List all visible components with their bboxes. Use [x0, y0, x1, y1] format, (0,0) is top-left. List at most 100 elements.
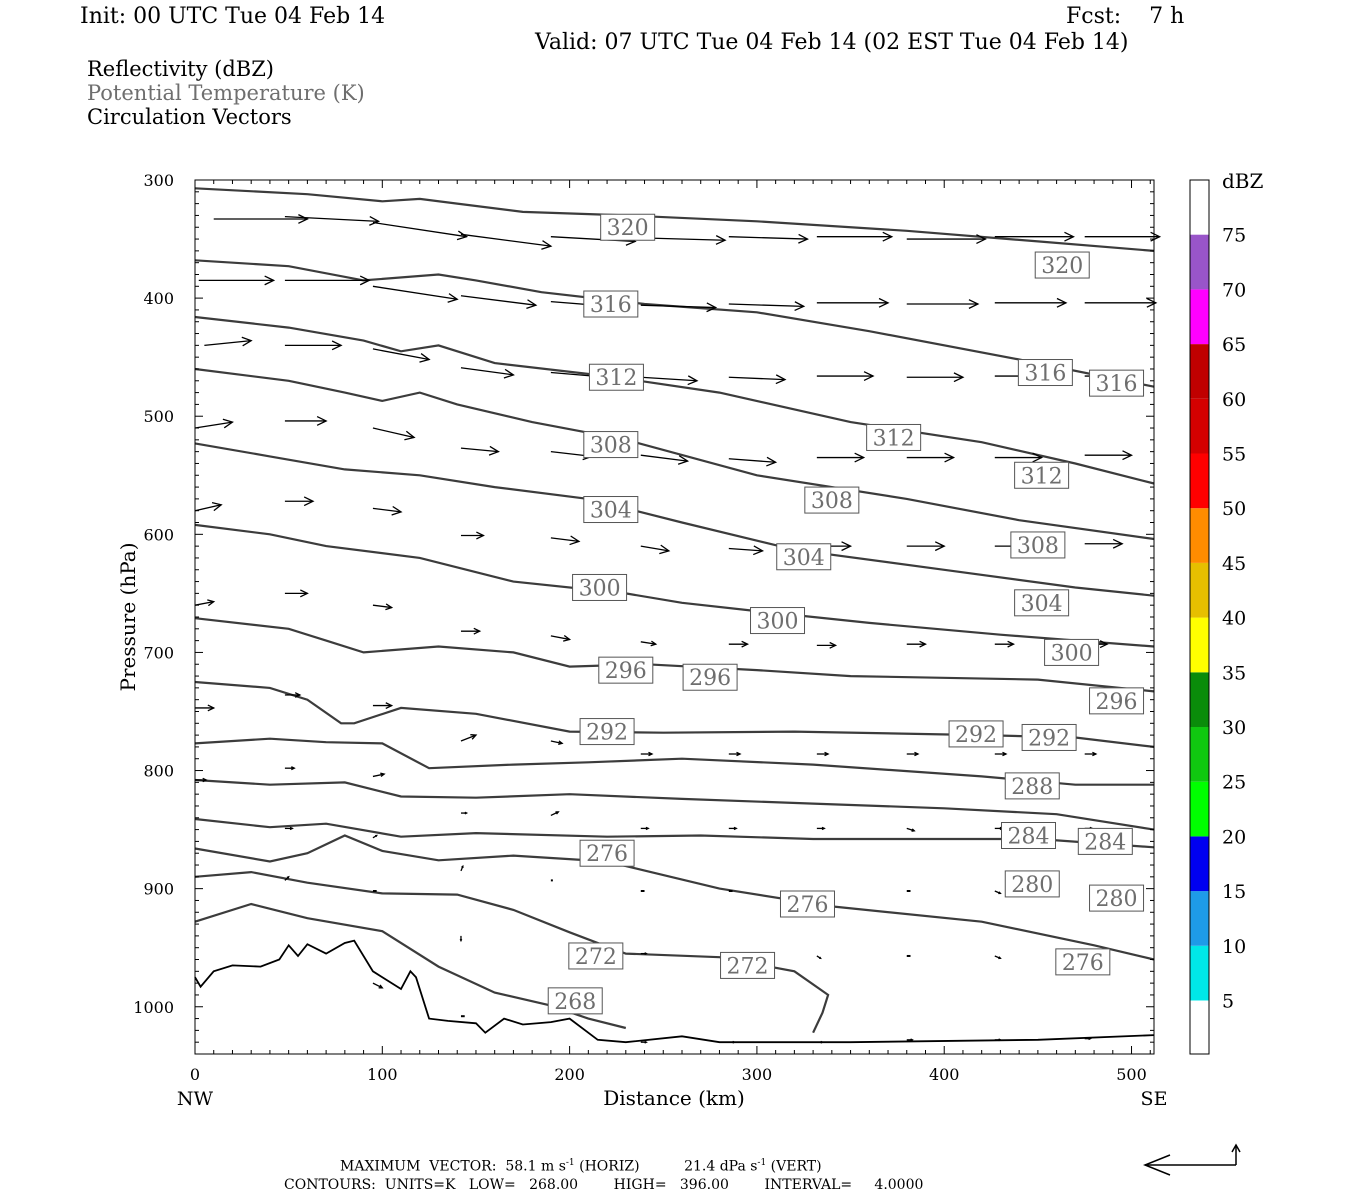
circulation-vector [906, 299, 980, 309]
circulation-vector [994, 452, 1044, 463]
colorbar-cell [1190, 398, 1209, 454]
circulation-vector [372, 348, 431, 363]
circulation-vector [816, 826, 826, 831]
x-tick-label: 400 [929, 1065, 960, 1084]
circulation-vector [640, 544, 671, 555]
x-tick-label: 200 [554, 1065, 585, 1084]
svg-text:316: 316 [1024, 362, 1066, 387]
x-tick-label: 100 [367, 1065, 398, 1084]
svg-text:312: 312 [595, 366, 637, 391]
contour-label: 296 [682, 663, 738, 691]
circulation-vector [728, 456, 778, 467]
circulation-vector [550, 634, 572, 642]
svg-text:300: 300 [757, 610, 799, 635]
circulation-vector [816, 1040, 824, 1044]
contour-label: 272 [568, 942, 624, 970]
circulation-vector [372, 603, 394, 611]
vert-value: 21.4 [684, 1158, 716, 1175]
y-tick-label: 900 [143, 880, 174, 899]
circulation-vector [816, 955, 822, 960]
svg-text:304: 304 [1021, 592, 1063, 617]
colorbar-cell [1190, 891, 1209, 946]
svg-text:272: 272 [727, 954, 769, 979]
colorbar-unit: dBZ [1222, 169, 1264, 193]
colorbar-level-label: 75 [1222, 225, 1246, 247]
colorbar-cell [1190, 672, 1209, 727]
contour-label: 312 [1014, 461, 1070, 489]
svg-text:320: 320 [1041, 254, 1083, 279]
circulation-vector [640, 640, 658, 647]
svg-text:308: 308 [590, 434, 632, 459]
theta-contour-300 [194, 523, 1155, 648]
colorbar-level-label: 10 [1222, 936, 1246, 958]
circulation-vector [728, 545, 765, 556]
x-tick-label: 500 [1116, 1065, 1147, 1084]
valid-time: Valid: 07 UTC Tue 04 Feb 14 (02 EST Tue … [535, 30, 1129, 55]
circulation-vector [372, 285, 459, 303]
svg-text:312: 312 [873, 426, 915, 451]
colorbar-level-label: 5 [1222, 991, 1234, 1013]
svg-text:276: 276 [1062, 951, 1104, 976]
circulation-vector [194, 418, 234, 429]
contour-label: 276 [579, 839, 635, 867]
circulation-vector [906, 234, 987, 244]
colorbar-level-label: 15 [1222, 881, 1246, 903]
theta-contour-284 [194, 778, 1155, 831]
vert-tag: (VERT) [770, 1158, 822, 1175]
colorbar-cell [1190, 289, 1209, 345]
circulation-vector [284, 875, 290, 881]
contour-label: 320 [600, 213, 656, 241]
circulation-vector [906, 452, 956, 463]
y-tick-label: 800 [143, 762, 174, 781]
colorbar-cell [1190, 562, 1209, 618]
circulation-vector [728, 826, 738, 831]
field-reflectivity: Reflectivity (dBZ) [87, 57, 275, 81]
vert-unit-exponent: -1 [757, 1158, 767, 1168]
circulation-vector [994, 890, 1002, 895]
contour-label: 292 [579, 718, 635, 746]
circulation-vector [994, 751, 1008, 757]
circulation-vector [460, 531, 485, 540]
colorbar-frame [1189, 179, 1210, 1055]
colorbar-level-label: 60 [1222, 389, 1246, 411]
circulation-vector [728, 751, 742, 757]
svg-text:276: 276 [586, 842, 628, 867]
colorbar-level-label: 70 [1222, 279, 1246, 301]
svg-text:280: 280 [1096, 887, 1138, 912]
contour-label: 308 [583, 431, 639, 459]
contour-label: 296 [1089, 687, 1145, 715]
terrain-line [194, 939, 1155, 1044]
contour-label: 312 [866, 423, 922, 451]
contour-label: 308 [804, 486, 860, 514]
x-right-direction: SE [1141, 1088, 1168, 1110]
circulation-vector [460, 233, 553, 250]
circulation-vector [640, 302, 718, 313]
colorbar-cell [1190, 344, 1209, 399]
svg-text:300: 300 [1051, 641, 1093, 666]
svg-text:292: 292 [955, 723, 997, 748]
svg-text:276: 276 [786, 893, 828, 918]
circulation-vector [284, 692, 302, 698]
circulation-vector [372, 834, 378, 839]
circulation-vector [284, 215, 381, 226]
circulation-vector [728, 1040, 736, 1044]
circulation-vector [284, 766, 296, 771]
colorbar-level-label: 65 [1222, 334, 1246, 356]
contour-label: 308 [1010, 531, 1066, 559]
vert-unit: dPa s [719, 1158, 758, 1175]
contour-label: 304 [1014, 589, 1070, 617]
circulation-vector [284, 416, 328, 426]
y-tick-label: 600 [143, 525, 174, 544]
theta-contour-276 [194, 834, 1155, 961]
circulation-vector [372, 221, 469, 241]
horiz-value: 58.1 [505, 1158, 537, 1175]
max-vector-line: MAXIMUM VECTOR: 58.1 m s-1 (HORIZ) 21.4 … [340, 1158, 822, 1175]
x-left-direction: NW [177, 1088, 214, 1110]
circulation-vector [816, 751, 830, 757]
circulation-vector [284, 589, 309, 598]
contour-label: 280 [1089, 884, 1145, 912]
circulation-vector [994, 231, 1075, 242]
colorbar-cell [1190, 453, 1209, 509]
colorbar-level-label: 55 [1222, 444, 1246, 466]
circulation-vector [906, 541, 946, 552]
